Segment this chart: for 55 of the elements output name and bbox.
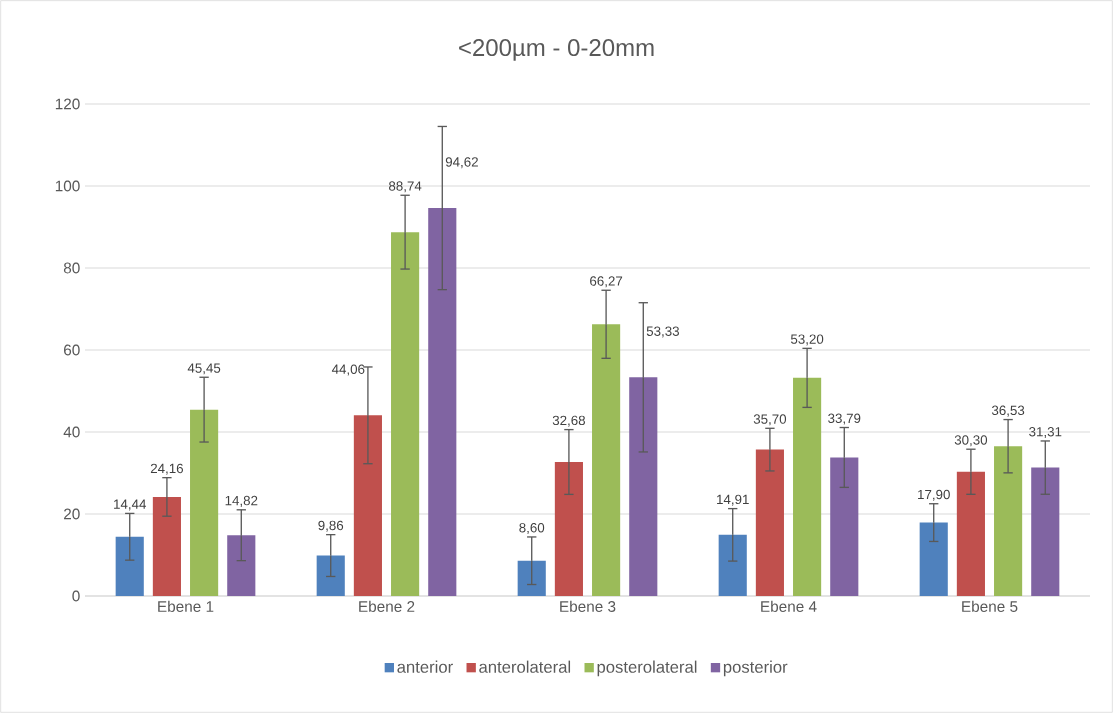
bar [919, 522, 948, 596]
bar [115, 536, 144, 596]
bar [227, 535, 256, 596]
bar [1031, 467, 1060, 596]
data-label: 9,86 [318, 520, 344, 532]
data-label: 33,79 [828, 413, 861, 425]
data-label: 53,20 [790, 334, 824, 346]
legend-label: posterior [723, 660, 788, 677]
y-tick-label: 20 [64, 508, 80, 520]
bar [793, 377, 822, 596]
y-tick-label: 0 [72, 590, 80, 602]
data-label: 14,44 [114, 499, 147, 511]
data-label: 17,90 [918, 489, 950, 501]
y-tick-label: 60 [64, 344, 80, 356]
bar [353, 415, 382, 596]
data-label: 30,30 [954, 435, 988, 447]
data-label: 35,70 [753, 414, 787, 426]
data-label: 44,06 [331, 364, 365, 376]
x-tick-label: Ebene 3 [560, 600, 616, 612]
x-tick-label: Ebene 5 [962, 600, 1018, 612]
bar [755, 449, 784, 596]
bar [428, 208, 457, 596]
y-tick-label: 80 [63, 262, 80, 274]
chart-title: <200µm - 0-20mm [459, 39, 654, 61]
data-label: 14,82 [225, 495, 258, 507]
x-tick-label: Ebene 4 [761, 600, 817, 612]
x-tick-label: Ebene 2 [359, 600, 415, 612]
data-label: 31,31 [1029, 427, 1062, 439]
data-label: 8,60 [519, 523, 545, 535]
data-label: 36,53 [991, 405, 1025, 417]
bar [391, 232, 420, 596]
bar [830, 457, 859, 596]
y-tick-label: 40 [63, 426, 80, 438]
data-label: 66,27 [590, 276, 623, 288]
x-tick-label: Ebene 1 [158, 600, 214, 612]
bar [190, 409, 219, 596]
data-label: 14,91 [717, 494, 749, 506]
data-label: 88,74 [389, 181, 422, 193]
y-tick-label: 100 [55, 180, 80, 192]
bar [629, 377, 658, 596]
bar [718, 534, 747, 596]
legend-label: posterolateral [597, 660, 697, 677]
y-tick-label: 120 [55, 98, 80, 110]
data-label: 53,33 [646, 326, 679, 338]
data-label: 32,68 [552, 415, 586, 427]
bar [956, 471, 985, 596]
bar [592, 324, 621, 596]
bar [994, 446, 1023, 596]
data-label: 24,16 [150, 463, 184, 475]
data-label: 94,62 [445, 157, 478, 169]
bar [152, 496, 181, 596]
legend-label: anterior [397, 660, 453, 673]
bar [554, 462, 583, 596]
data-label: 45,45 [187, 363, 221, 375]
legend-label: anterolateral [479, 660, 571, 673]
